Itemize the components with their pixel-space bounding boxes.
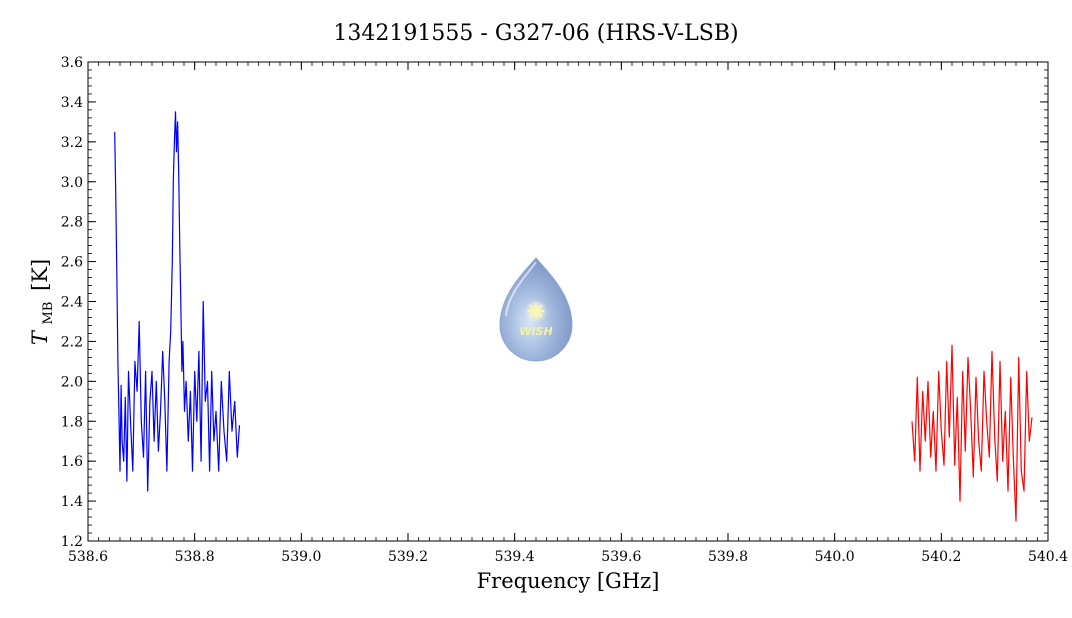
- series-layer: [114, 111, 1033, 522]
- wish-logo: WISH: [499, 257, 573, 362]
- y-tick-label: 2.2: [61, 334, 83, 350]
- x-tick-label: 538.8: [175, 549, 215, 565]
- x-tick-label: 540.4: [1028, 549, 1068, 565]
- y-tick-label: 1.2: [61, 534, 83, 550]
- y-tick-label: 2.8: [61, 215, 83, 231]
- x-tick-label: 539.0: [281, 549, 321, 565]
- y-tick-label: 3.0: [61, 175, 83, 191]
- y-tick-label: 2.6: [61, 255, 83, 271]
- y-tick-label: 3.6: [61, 55, 83, 71]
- y-axis-label: T MB [K]: [28, 259, 57, 345]
- x-tick-label: 539.4: [495, 549, 535, 565]
- chart-title: 1342191555 - G327-06 (HRS-V-LSB): [333, 21, 738, 46]
- y-tick-label: 3.2: [61, 135, 83, 151]
- y-tick-label: 3.4: [61, 95, 83, 111]
- x-tick-label: 539.8: [708, 549, 748, 565]
- x-tick-label: 539.6: [601, 549, 641, 565]
- x-tick-label: 539.2: [388, 549, 428, 565]
- x-ticks: 538.6 538.8 539.0 539.2 539.4 539.6 539.8 540.0…: [68, 62, 1068, 565]
- series-1-line: [114, 111, 241, 492]
- x-axis-label: Frequency [GHz]: [477, 569, 660, 593]
- y-tick-label: 1.8: [61, 414, 83, 430]
- svg-text:T MB [K]: T MB [K]: [28, 259, 57, 345]
- y-tick-label: 1.4: [61, 494, 83, 510]
- y-tick-label: 2.4: [61, 295, 83, 311]
- y-axis-label-unit: [K]: [28, 259, 52, 291]
- x-tick-label: 540.2: [921, 549, 961, 565]
- y-axis-label-main: T: [28, 329, 52, 345]
- y-ticks: 1.2 1.4 1.6 1.8 2.0 2.2 2.4 2.6 2.8 3.0 3.2 3.4 3.6: [61, 55, 1048, 550]
- y-axis-label-sub: MB: [41, 302, 56, 325]
- x-tick-label: 540.0: [815, 549, 855, 565]
- y-tick-label: 2.0: [61, 374, 83, 390]
- x-tick-label: 538.6: [68, 549, 108, 565]
- y-tick-label: 1.6: [61, 454, 83, 470]
- star-icon: [528, 303, 544, 319]
- plot-frame: [87, 61, 1049, 542]
- series-2-line: [911, 344, 1033, 522]
- logo-label: WISH: [519, 325, 552, 338]
